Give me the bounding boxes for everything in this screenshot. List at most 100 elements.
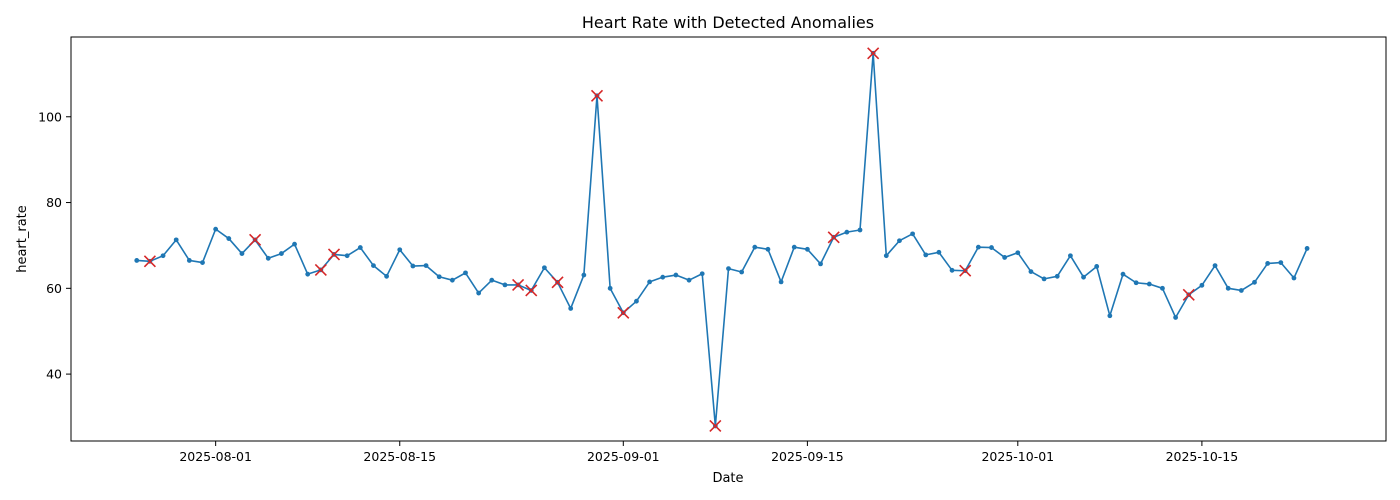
data-point xyxy=(292,241,297,247)
data-point xyxy=(134,258,140,263)
data-point xyxy=(607,285,613,291)
anomaly-marker-stroke xyxy=(709,419,722,433)
anomaly-marker-stroke xyxy=(617,306,630,319)
data-point xyxy=(186,258,192,263)
data-point xyxy=(897,238,902,244)
data-point xyxy=(818,261,823,267)
data-point xyxy=(1107,313,1113,319)
plot-area: 2025-08-01 2025-08-15 2025-09-01 2025-09-15… xyxy=(38,36,1387,464)
data-point xyxy=(923,252,929,258)
data-point xyxy=(857,227,863,233)
data-point xyxy=(463,270,468,276)
anomaly-marker-stroke xyxy=(959,264,972,277)
data-point xyxy=(739,269,745,275)
data-point xyxy=(844,229,850,235)
x-tick-label: 2025-10-15 xyxy=(1166,449,1239,464)
anomaly-marker xyxy=(590,89,604,102)
anomaly-marker xyxy=(512,278,525,291)
data-point xyxy=(384,273,389,279)
y-tick-label: 80 xyxy=(46,195,62,210)
anomaly-marker xyxy=(1182,288,1195,301)
data-point xyxy=(1133,280,1139,286)
data-point xyxy=(305,271,311,277)
data-point xyxy=(805,246,810,252)
data-point xyxy=(489,277,495,283)
x-axis-label: Date xyxy=(712,471,743,486)
anomaly-marker-stroke xyxy=(249,233,262,246)
data-point xyxy=(160,253,166,259)
anomaly-marker-stroke xyxy=(551,276,564,289)
anomaly-marker-stroke xyxy=(525,284,538,297)
anomaly-marker-stroke xyxy=(1182,288,1195,301)
x-tick-label: 2025-09-01 xyxy=(587,449,660,464)
data-point xyxy=(883,253,889,259)
data-point xyxy=(581,272,587,278)
data-point xyxy=(910,231,915,237)
anomaly-marker xyxy=(867,47,880,60)
anomaly-marker xyxy=(617,306,630,319)
data-point xyxy=(949,267,955,273)
anomaly-marker xyxy=(314,263,327,276)
data-point xyxy=(1028,269,1034,274)
data-point xyxy=(1238,288,1244,293)
data-point xyxy=(989,245,994,250)
data-point xyxy=(975,244,981,250)
data-point xyxy=(686,277,692,283)
y-axis-label: heart_rate xyxy=(15,205,30,273)
data-point xyxy=(1212,263,1218,268)
anomaly-marker xyxy=(827,231,840,244)
x-tick-label: 2025-08-15 xyxy=(363,449,436,464)
anomaly-marker-stroke xyxy=(867,47,880,60)
data-point xyxy=(357,245,363,250)
heart-rate-line xyxy=(136,52,1308,427)
data-point xyxy=(1146,281,1152,287)
data-point xyxy=(449,277,455,283)
data-point xyxy=(647,279,652,285)
data-point xyxy=(200,260,205,265)
data-point xyxy=(1068,253,1073,259)
chart-title: Heart Rate with Detected Anomalies xyxy=(582,13,874,32)
data-point xyxy=(1225,285,1231,291)
x-tick-label: 2025-09-15 xyxy=(771,449,844,464)
x-tick-label: 2025-10-01 xyxy=(981,449,1054,464)
data-point xyxy=(279,251,284,256)
data-point xyxy=(542,265,547,271)
data-point xyxy=(173,237,179,243)
data-point xyxy=(265,255,271,261)
data-point xyxy=(634,298,639,304)
data-point xyxy=(778,279,784,285)
data-point xyxy=(1015,250,1021,256)
data-point xyxy=(1304,246,1310,251)
data-point xyxy=(226,236,232,241)
anomaly-marker xyxy=(551,276,564,289)
data-point xyxy=(1278,260,1284,265)
y-tick-label: 100 xyxy=(38,109,62,124)
data-point xyxy=(1081,274,1086,280)
x-tick-label: 2025-08-01 xyxy=(179,449,252,464)
anomaly-marker-stroke xyxy=(314,263,327,276)
data-point xyxy=(423,263,429,268)
anomaly-marker xyxy=(709,419,722,433)
data-point xyxy=(502,282,508,288)
data-point xyxy=(1160,285,1165,291)
anomaly-marker xyxy=(249,233,262,246)
data-point xyxy=(476,290,482,296)
anomaly-marker xyxy=(327,248,341,261)
data-point xyxy=(239,251,245,256)
data-point xyxy=(436,274,442,280)
data-point xyxy=(410,263,416,269)
data-point xyxy=(1265,261,1271,266)
data-point xyxy=(1041,276,1047,282)
data-point xyxy=(1054,273,1060,279)
data-point xyxy=(1173,315,1178,320)
data-point xyxy=(397,247,403,253)
anomaly-marker-stroke xyxy=(327,248,341,261)
data-point xyxy=(660,274,666,280)
anomaly-marker xyxy=(959,264,972,277)
data-point xyxy=(791,244,797,250)
data-point xyxy=(765,246,771,252)
data-point xyxy=(1291,275,1297,281)
anomaly-marker xyxy=(143,255,156,268)
